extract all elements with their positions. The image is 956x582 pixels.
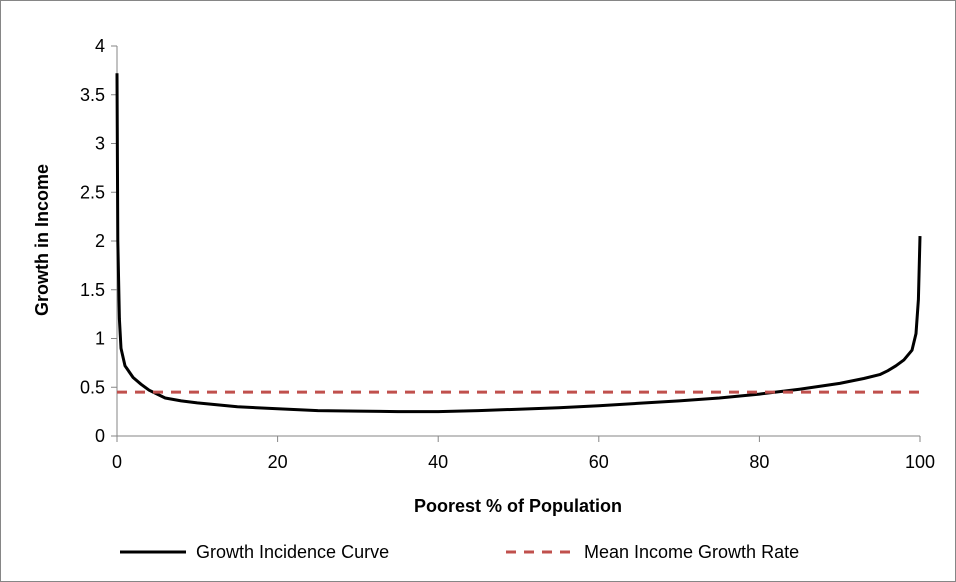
x-tick-label: 0 [112,452,122,472]
x-ticks: 0 20 40 60 80 100 [112,436,935,472]
legend: Growth Incidence Curve Mean Income Growt… [120,542,799,562]
y-tick-label: 2 [95,231,105,251]
y-ticks: 0 0.5 1 1.5 2 2.5 3 3.5 4 [80,36,117,446]
x-tick-label: 40 [428,452,448,472]
y-tick-label: 4 [95,36,105,56]
y-axis-title: Growth in Income [32,164,52,316]
y-tick-label: 1 [95,329,105,349]
legend-label-mean-income-growth-rate: Mean Income Growth Rate [584,542,799,562]
x-tick-label: 80 [749,452,769,472]
x-tick-label: 20 [268,452,288,472]
y-tick-label: 2.5 [80,182,105,202]
y-tick-label: 3.5 [80,85,105,105]
y-tick-label: 1.5 [80,280,105,300]
y-tick-label: 0 [95,426,105,446]
x-tick-label: 100 [905,452,935,472]
series-layer [115,73,922,414]
axes: 0 0.5 1 1.5 2 2.5 3 3.5 4 0 20 40 60 80 100 [80,36,935,472]
x-axis-title: Poorest % of Population [414,496,622,516]
y-tick-label: 3 [95,134,105,154]
legend-label-growth-incidence-curve: Growth Incidence Curve [196,542,389,562]
x-tick-label: 60 [589,452,609,472]
y-tick-label: 0.5 [80,377,105,397]
series-line-growth-incidence-curve [115,73,922,414]
